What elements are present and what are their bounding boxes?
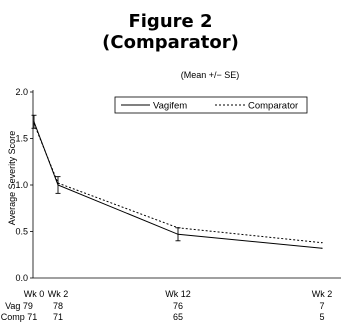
error-bars bbox=[31, 114, 181, 242]
x-tick-label: Wk 12 bbox=[165, 289, 191, 299]
data-point-comparator bbox=[321, 242, 323, 244]
n-table-cell: 71 bbox=[53, 312, 63, 322]
y-tick-label: 2.0 bbox=[15, 87, 28, 97]
legend-label-vagifem: Vagifem bbox=[153, 101, 187, 112]
legend-label-comparator: Comparator bbox=[248, 101, 298, 112]
y-tick-label: 0.0 bbox=[15, 273, 28, 283]
n-table-cell: 76 bbox=[173, 301, 183, 311]
n-table-row-label: Comp 71 bbox=[1, 312, 38, 322]
x-tick-label: Wk 2 bbox=[312, 289, 333, 299]
n-table-cell: 5 bbox=[319, 312, 324, 322]
y-tick-label: 1.0 bbox=[15, 180, 28, 190]
axes bbox=[32, 90, 341, 279]
n-table-cell: 78 bbox=[53, 301, 63, 311]
x-tick-labels: Wk 0 Wk 2 Wk 12 Wk 2 bbox=[24, 289, 333, 299]
figure-subtitle-comparator: (Comparator) bbox=[102, 32, 239, 53]
y-axis-label: Average Severity Score bbox=[7, 131, 17, 225]
mean-se-note: (Mean +/− SE) bbox=[181, 70, 240, 80]
legend-box bbox=[114, 96, 308, 114]
data-point-vagifem bbox=[321, 247, 323, 249]
legend: Vagifem Comparator bbox=[114, 96, 308, 114]
n-table-row-label: Vag 79 bbox=[5, 301, 33, 311]
y-tick-label: 0.5 bbox=[15, 227, 28, 237]
n-table-cell: 7 bbox=[319, 301, 324, 311]
x-tick-label: Wk 0 bbox=[24, 289, 45, 299]
series-line-comparator bbox=[33, 123, 323, 244]
n-table-cell: 65 bbox=[173, 312, 183, 322]
y-tick-label: 1.5 bbox=[15, 134, 28, 144]
y-ticks: 0.0 0.5 1.0 1.5 2.0 bbox=[15, 87, 33, 283]
x-tick-label: Wk 2 bbox=[48, 289, 69, 299]
figure-title: Figure 2 bbox=[128, 11, 213, 32]
n-table: Vag 79 78 76 7 Comp 71 71 65 5 bbox=[1, 301, 325, 322]
